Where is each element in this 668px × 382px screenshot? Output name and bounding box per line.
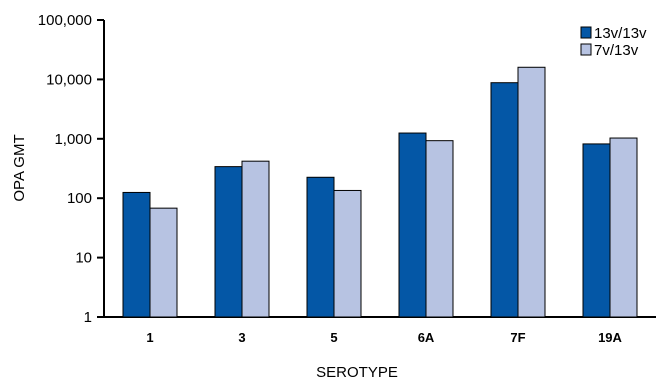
x-tick-label: 7F [510, 330, 525, 345]
legend-label: 7v/13v [594, 42, 639, 59]
y-tick-label: 1,000 [54, 131, 92, 148]
y-tick-label: 10 [75, 250, 92, 267]
y-tick-label: 1 [84, 309, 92, 326]
y-tick-label: 10,000 [46, 71, 92, 88]
x-tick-label: 5 [330, 330, 337, 345]
x-ticks: 1 3 5 6A 7F 19A [146, 330, 622, 345]
x-tick-label: 6A [418, 330, 435, 345]
bar-7v-13v-7f [517, 66, 546, 318]
y-ticks: 1 10 100 1,000 10,000 100,000 [38, 12, 104, 326]
bar-13v-13v-6a [398, 132, 427, 318]
bar-7v-13v-5 [333, 189, 362, 318]
bar-13v-13v-7f [490, 82, 519, 318]
bar-7v-13v-1 [149, 207, 178, 318]
axes [103, 20, 656, 318]
bar-7v-13v-6a [425, 140, 454, 318]
legend-swatch [580, 26, 592, 39]
bar-7v-13v-19a [609, 137, 638, 318]
x-tick-label: 19A [598, 330, 622, 345]
bar-7v-13v-3 [241, 160, 270, 318]
legend-label: 13v/13v [594, 25, 647, 42]
bar-13v-13v-3 [214, 166, 243, 318]
bars [122, 66, 638, 318]
x-tick-label: 1 [146, 330, 153, 345]
y-axis-label: OPA GMT [11, 134, 28, 201]
legend-swatch [580, 43, 592, 56]
y-tick-label: 100,000 [38, 12, 92, 29]
bar-13v-13v-19a [582, 143, 611, 318]
bar-13v-13v-5 [306, 176, 335, 318]
x-axis-label: SEROTYPE [316, 364, 398, 381]
y-tick-label: 100 [67, 190, 92, 207]
bar-13v-13v-1 [122, 191, 151, 318]
x-tick-label: 3 [238, 330, 245, 345]
